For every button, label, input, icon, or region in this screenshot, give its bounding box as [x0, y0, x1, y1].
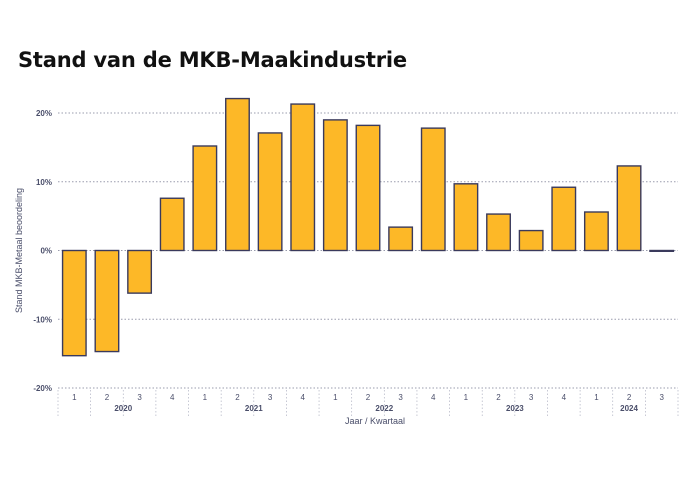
x-tick-label: 1 [333, 393, 338, 402]
bar [388, 226, 414, 252]
x-year-label: 2022 [375, 404, 393, 413]
bar [225, 97, 250, 252]
x-tick-label: 2 [366, 393, 371, 402]
x-tick-label: 3 [659, 393, 664, 402]
y-tick-label: 10% [36, 178, 52, 187]
y-tick-label: 20% [36, 109, 52, 118]
x-tick-label: 4 [170, 393, 175, 402]
bar [192, 145, 218, 252]
bar [322, 119, 348, 252]
x-year-label: 2020 [114, 404, 132, 413]
bar [583, 211, 609, 252]
bar [61, 249, 87, 357]
x-tick-label: 4 [431, 393, 436, 402]
bar [94, 249, 120, 353]
x-tick-label: 2 [627, 393, 632, 402]
x-year-label: 2023 [506, 404, 524, 413]
x-tick-label: 1 [464, 393, 469, 402]
bar [486, 213, 511, 252]
bar [257, 132, 283, 252]
x-tick-label: 1 [203, 393, 208, 402]
x-tick-label: 4 [301, 393, 306, 402]
y-tick-label: 0% [40, 247, 52, 256]
bar [616, 165, 642, 252]
x-tick-label: 2 [496, 393, 501, 402]
bar [649, 249, 675, 253]
bar [420, 127, 446, 252]
x-tick-label: 3 [398, 393, 403, 402]
bar [159, 197, 185, 252]
bar [518, 229, 544, 252]
x-tick-label: 2 [235, 393, 240, 402]
y-tick-label: -20% [33, 384, 52, 393]
bar [551, 186, 577, 252]
x-axis-label: Jaar / Kwartaal [345, 416, 405, 426]
x-tick-label: 3 [268, 393, 273, 402]
x-year-label: 2024 [620, 404, 638, 413]
bar [355, 124, 381, 252]
x-tick-label: 1 [72, 393, 77, 402]
bar [127, 249, 153, 294]
y-axis-label: Stand MKB-Metaal beoordeling [14, 188, 24, 313]
x-tick-label: 3 [137, 393, 142, 402]
x-tick-label: 4 [562, 393, 567, 402]
bar [453, 183, 479, 252]
x-tick-label: 3 [529, 393, 534, 402]
bar [290, 103, 316, 252]
x-tick-label: 2 [105, 393, 110, 402]
x-tick-label: 1 [594, 393, 599, 402]
y-tick-label: -10% [33, 315, 52, 324]
chart-title: Stand van de MKB-Maakindustrie [18, 48, 407, 72]
x-year-label: 2021 [245, 404, 263, 413]
